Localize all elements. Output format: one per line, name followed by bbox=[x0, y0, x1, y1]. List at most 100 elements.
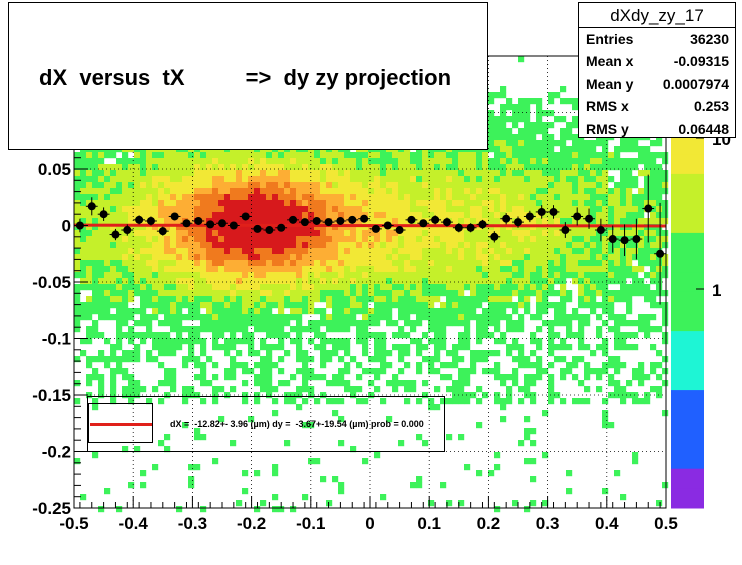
heatmap-cell bbox=[188, 302, 195, 309]
heatmap-cell bbox=[242, 362, 249, 369]
heatmap-cell bbox=[506, 170, 513, 177]
heatmap-cell bbox=[110, 278, 117, 285]
heatmap-cell bbox=[638, 152, 645, 159]
heatmap-cell bbox=[656, 392, 663, 399]
heatmap-cell bbox=[542, 266, 549, 273]
heatmap-cell bbox=[500, 404, 507, 411]
heatmap-cell bbox=[614, 200, 621, 207]
heatmap-cell bbox=[524, 380, 531, 387]
heatmap-cell bbox=[638, 218, 645, 225]
heatmap-cell bbox=[578, 170, 585, 177]
heatmap-cell bbox=[146, 254, 153, 261]
heatmap-cell bbox=[608, 362, 615, 369]
heatmap-cell bbox=[308, 152, 315, 159]
heatmap-cell bbox=[116, 200, 123, 207]
heatmap-cell bbox=[350, 254, 357, 261]
chart-title: dX versus tX => dy zy projection bbox=[39, 65, 452, 90]
heatmap-cell bbox=[152, 248, 159, 255]
heatmap-cell bbox=[536, 230, 543, 237]
heatmap-cell bbox=[524, 386, 531, 393]
heatmap-cell bbox=[434, 176, 441, 183]
heatmap-cell bbox=[260, 188, 267, 195]
heatmap-cell bbox=[266, 206, 273, 213]
heatmap-cell bbox=[224, 170, 231, 177]
heatmap-cell bbox=[506, 164, 513, 171]
heatmap-cell bbox=[356, 158, 363, 165]
heatmap-cell bbox=[644, 188, 651, 195]
heatmap-cell bbox=[440, 266, 447, 273]
palette-step bbox=[671, 134, 704, 155]
heatmap-cell bbox=[260, 278, 267, 285]
heatmap-cell bbox=[584, 206, 591, 213]
heatmap-cell bbox=[332, 290, 339, 297]
heatmap-cell bbox=[86, 248, 93, 255]
heatmap-cell bbox=[260, 380, 267, 387]
heatmap-cell bbox=[638, 248, 645, 255]
heatmap-cell bbox=[356, 176, 363, 183]
heatmap-cell bbox=[482, 314, 489, 321]
heatmap-cell bbox=[458, 380, 465, 387]
heatmap-cell bbox=[398, 194, 405, 201]
heatmap-cell bbox=[212, 158, 219, 165]
heatmap-cell bbox=[446, 230, 453, 237]
heatmap-cell bbox=[356, 200, 363, 207]
heatmap-cell bbox=[218, 230, 225, 237]
heatmap-cell bbox=[398, 266, 405, 273]
heatmap-cell bbox=[152, 206, 159, 213]
heatmap-cell bbox=[314, 296, 321, 303]
heatmap-cell bbox=[536, 314, 543, 321]
heatmap-cell bbox=[92, 368, 99, 375]
heatmap-cell bbox=[368, 314, 375, 321]
heatmap-cell bbox=[530, 128, 537, 135]
heatmap-cell bbox=[260, 260, 267, 267]
heatmap-cell bbox=[362, 302, 369, 309]
heatmap-cell bbox=[302, 212, 309, 219]
heatmap-cell bbox=[488, 320, 495, 327]
heatmap-cell bbox=[86, 272, 93, 279]
heatmap-cell bbox=[578, 296, 585, 303]
heatmap-cell bbox=[380, 242, 387, 249]
heatmap-cell bbox=[230, 326, 237, 333]
heatmap-cell bbox=[272, 326, 279, 333]
heatmap-cell bbox=[428, 308, 435, 315]
heatmap-cell bbox=[170, 200, 177, 207]
heatmap-cell bbox=[452, 218, 459, 225]
heatmap-cell bbox=[176, 164, 183, 171]
heatmap-cell bbox=[662, 182, 669, 189]
heatmap-cell bbox=[98, 302, 105, 309]
heatmap-cell bbox=[230, 284, 237, 291]
heatmap-cell bbox=[422, 296, 429, 303]
heatmap-cell bbox=[476, 218, 483, 225]
heatmap-cell bbox=[122, 290, 129, 297]
heatmap-cell bbox=[440, 248, 447, 255]
heatmap-cell bbox=[302, 386, 309, 393]
heatmap-cell bbox=[176, 260, 183, 267]
heatmap-cell bbox=[278, 212, 285, 219]
heatmap-cell bbox=[428, 218, 435, 225]
heatmap-cell bbox=[482, 200, 489, 207]
heatmap-cell bbox=[128, 194, 135, 201]
heatmap-cell bbox=[422, 170, 429, 177]
heatmap-cell bbox=[452, 164, 459, 171]
heatmap-cell bbox=[434, 152, 441, 159]
heatmap-cell bbox=[434, 356, 441, 363]
heatmap-cell bbox=[386, 380, 393, 387]
heatmap-cell bbox=[572, 200, 579, 207]
heatmap-cell bbox=[272, 260, 279, 267]
heatmap-cell bbox=[350, 272, 357, 279]
heatmap-cell bbox=[164, 278, 171, 285]
heatmap-cell bbox=[260, 320, 267, 327]
heatmap-cell bbox=[338, 242, 345, 249]
heatmap-cell bbox=[338, 236, 345, 243]
heatmap-cell bbox=[272, 170, 279, 177]
heatmap-cell bbox=[632, 212, 639, 219]
heatmap-cell bbox=[344, 200, 351, 207]
heatmap-cell bbox=[440, 314, 447, 321]
heatmap-cell bbox=[176, 242, 183, 249]
heatmap-cell bbox=[488, 332, 495, 339]
heatmap-cell bbox=[290, 296, 297, 303]
heatmap-cell bbox=[548, 320, 555, 327]
heatmap-cell bbox=[500, 200, 507, 207]
heatmap-cell bbox=[326, 290, 333, 297]
heatmap-cell bbox=[488, 128, 495, 135]
